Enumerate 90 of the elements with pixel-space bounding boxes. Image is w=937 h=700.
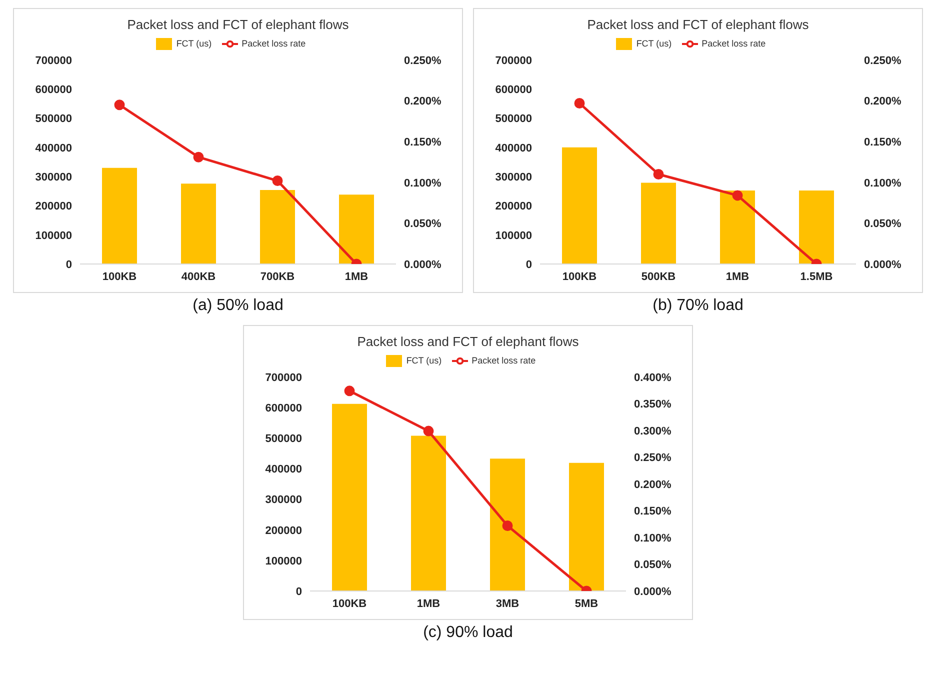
y2-tick-label: 0.250% [404, 54, 442, 67]
y2-tick-label: 0.250% [634, 452, 672, 464]
x-tick-label: 1.5MB [800, 270, 833, 283]
point [502, 520, 513, 531]
y-tick-label: 500000 [35, 113, 72, 126]
bar [569, 462, 604, 591]
bar [181, 184, 216, 264]
y2-tick-label: 0.150% [864, 136, 902, 149]
y-tick-label: 100000 [265, 555, 302, 568]
chart-title: Packet loss and FCT of elephant flows [126, 17, 350, 32]
bar [411, 436, 446, 591]
legend-label: FCT (us) [406, 355, 442, 366]
y-tick-label: 300000 [265, 494, 302, 506]
y2-tick-label: 0.100% [634, 532, 672, 544]
text: (b) 70% load [652, 297, 744, 315]
y-tick-label: 400000 [35, 142, 72, 154]
y-tick-label: 100000 [35, 230, 72, 242]
point [193, 152, 204, 162]
y2-tick-label: 0.200% [404, 96, 442, 108]
y2-tick-label: 0.150% [634, 506, 672, 518]
y-tick-label: 600000 [495, 84, 532, 96]
bar [102, 168, 137, 264]
y2-tick-label: 0.000% [404, 258, 442, 271]
chart-title: Packet loss and FCT of elephant flows [356, 334, 580, 349]
y-tick-label: 400000 [265, 464, 302, 476]
y-tick-label: 300000 [35, 171, 72, 184]
y-tick-label: 700000 [265, 372, 302, 384]
point [732, 190, 743, 201]
bar [720, 190, 755, 264]
point [114, 100, 125, 110]
y-tick-label: 500000 [265, 433, 302, 446]
x-tick-label: 100KB [562, 270, 597, 283]
point [574, 98, 585, 108]
y2-tick-label: 0.050% [404, 218, 442, 230]
y2-tick-label: 0.050% [864, 218, 902, 230]
x-tick-label: 100KB [102, 270, 137, 283]
y2-tick-label: 0.000% [864, 258, 902, 271]
point [653, 168, 664, 180]
y2-tick-label: 0.000% [634, 586, 672, 598]
text: (c) 90% load [422, 624, 514, 642]
x-tick-label: 1MB [726, 270, 750, 283]
y2-tick-label: 0.250% [864, 54, 902, 67]
point [344, 386, 355, 396]
y-tick-label: 600000 [35, 84, 72, 96]
x-tick-label: 400KB [181, 270, 216, 283]
chart-title: Packet loss and FCT of elephant flows [586, 17, 810, 32]
x-tick-label: 500KB [641, 270, 676, 283]
y2-tick-label: 0.050% [634, 559, 672, 572]
legend-label: FCT (us) [176, 38, 212, 48]
y-tick-label: 0 [296, 586, 302, 598]
y-tick-label: 500000 [495, 113, 532, 126]
y-tick-label: 700000 [35, 54, 72, 67]
bar [799, 190, 834, 264]
y2-tick-label: 0.100% [404, 177, 442, 190]
x-tick-label: 700KB [260, 270, 295, 283]
y2-tick-label: 0.100% [864, 177, 902, 190]
legend-label: FCT (us) [636, 38, 672, 48]
y2-tick-label: 0.150% [404, 136, 442, 149]
point [272, 176, 283, 186]
y-tick-label: 400000 [495, 142, 532, 154]
x-tick-label: 3MB [496, 598, 520, 610]
bar [490, 458, 525, 591]
bar [562, 147, 597, 264]
y-tick-label: 200000 [495, 200, 532, 213]
bar [641, 182, 676, 264]
x-tick-label: 5MB [574, 598, 598, 610]
y2-tick-label: 0.400% [634, 372, 672, 384]
legend-label: Packet loss rate [702, 38, 766, 48]
y-tick-label: 200000 [35, 200, 72, 213]
y-tick-label: 100000 [495, 230, 532, 242]
y2-tick-label: 0.200% [634, 478, 672, 491]
y-tick-label: 0 [526, 258, 532, 271]
x-tick-label: 100KB [332, 598, 367, 610]
bar [332, 404, 367, 591]
bar [339, 194, 374, 264]
y2-tick-label: 0.200% [864, 96, 902, 108]
y-tick-label: 600000 [265, 402, 302, 414]
x-tick-label: 1MB [344, 270, 368, 283]
y-tick-label: 700000 [495, 54, 532, 67]
y2-tick-label: 0.350% [634, 398, 672, 411]
y2-tick-label: 0.300% [634, 425, 672, 438]
text: (a) 50% load [192, 297, 284, 315]
x-tick-label: 1MB [416, 598, 440, 610]
legend-label: Packet loss rate [242, 38, 306, 48]
y-tick-label: 200000 [265, 524, 302, 537]
y-tick-label: 0 [66, 258, 72, 271]
point [423, 426, 434, 436]
legend-label: Packet loss rate [472, 355, 536, 366]
bar [260, 190, 295, 264]
y-tick-label: 300000 [495, 171, 532, 184]
